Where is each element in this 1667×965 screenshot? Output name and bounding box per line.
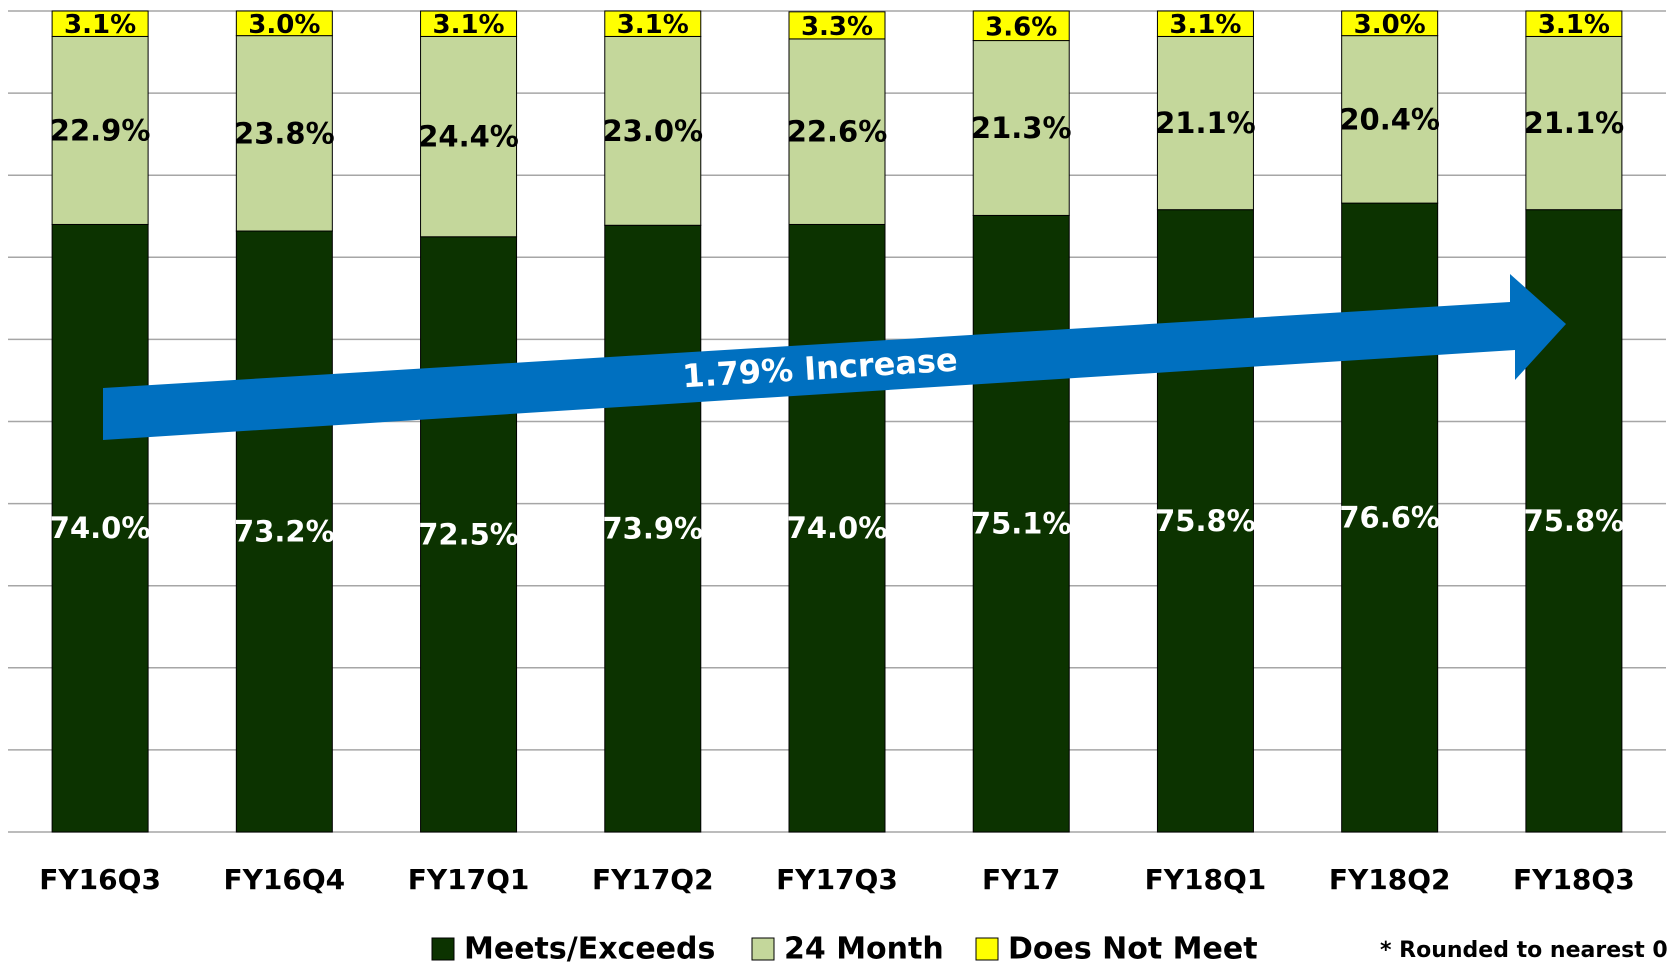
x-tick-label: FY17Q1: [408, 863, 530, 896]
x-tick-label: FY17: [982, 863, 1060, 896]
data-label: 21.1%: [1155, 106, 1256, 140]
data-label: 74.0%: [787, 511, 888, 545]
x-tick-label: FY18Q1: [1145, 863, 1267, 896]
data-label: 75.8%: [1524, 504, 1625, 538]
bar-segment: [235, 35, 333, 232]
data-label: 76.6%: [1339, 501, 1440, 535]
bar-segment: [420, 236, 518, 833]
data-label: 73.9%: [602, 512, 703, 546]
bar-segment: [235, 230, 333, 833]
bar-segment: [51, 10, 149, 37]
bar-segment: [1156, 10, 1254, 37]
data-label: 3.1%: [1538, 10, 1610, 40]
bar-segment: [604, 10, 702, 37]
bar-segment: [420, 35, 518, 238]
bar-segment: [51, 223, 149, 833]
data-label: 73.2%: [234, 515, 335, 549]
x-tick-label: FY17Q3: [776, 863, 898, 896]
bar-segment: [972, 214, 1070, 833]
bar-segment: [1525, 10, 1623, 37]
x-tick-label: FY16Q4: [224, 863, 346, 896]
bar-segment: [604, 224, 702, 833]
bar-segment: [51, 35, 149, 225]
legend-label: 24 Month: [784, 932, 944, 965]
bar-segment: [1341, 35, 1439, 204]
data-label: 23.8%: [234, 116, 335, 150]
x-tick-label: FY16Q3: [39, 863, 161, 896]
bar-segment: [788, 11, 886, 40]
data-label: 3.6%: [985, 12, 1057, 42]
data-label: 23.0%: [602, 114, 703, 148]
legend-label: Does Not Meet: [1008, 932, 1258, 965]
data-label: 20.4%: [1339, 102, 1440, 136]
bar-segment: [420, 10, 518, 37]
data-label: 3.0%: [1354, 10, 1426, 40]
x-tick-label: FY17Q2: [592, 863, 714, 896]
legend-swatch: [975, 937, 999, 961]
data-label: 72.5%: [418, 517, 519, 551]
bar-segment: [235, 10, 333, 37]
bar-segment: [972, 10, 1070, 42]
footnote: * Rounded to nearest 0.: [1380, 938, 1667, 963]
bar-segment: [604, 35, 702, 226]
bar-segment: [972, 40, 1070, 216]
data-label: 75.1%: [971, 507, 1072, 541]
bar-segment: [788, 223, 886, 833]
bar-segment: [1341, 10, 1439, 37]
data-label: 22.6%: [787, 115, 888, 149]
data-label: 3.3%: [801, 12, 873, 42]
x-tick-label: FY18Q2: [1329, 863, 1451, 896]
data-label: 3.1%: [617, 10, 689, 40]
data-label: 75.8%: [1155, 504, 1256, 538]
trend-arrow: [103, 274, 1566, 440]
data-label: 21.1%: [1524, 106, 1625, 140]
bar-segment: [1156, 35, 1254, 211]
bar-segment: [1156, 209, 1254, 833]
legend-swatch: [751, 937, 775, 961]
legend-label: Meets/Exceeds: [464, 932, 715, 965]
data-label: 3.1%: [1169, 10, 1241, 40]
data-label: 3.0%: [248, 10, 320, 40]
x-tick-label: FY18Q3: [1513, 863, 1635, 896]
data-label: 24.4%: [418, 120, 519, 154]
bar-segment: [788, 38, 886, 225]
data-label: 74.0%: [50, 511, 151, 545]
legend-swatch: [431, 937, 455, 961]
data-label: 3.1%: [64, 10, 136, 40]
data-label: 22.9%: [50, 113, 151, 147]
data-label: 3.1%: [433, 10, 505, 40]
data-label: 21.3%: [971, 111, 1072, 145]
